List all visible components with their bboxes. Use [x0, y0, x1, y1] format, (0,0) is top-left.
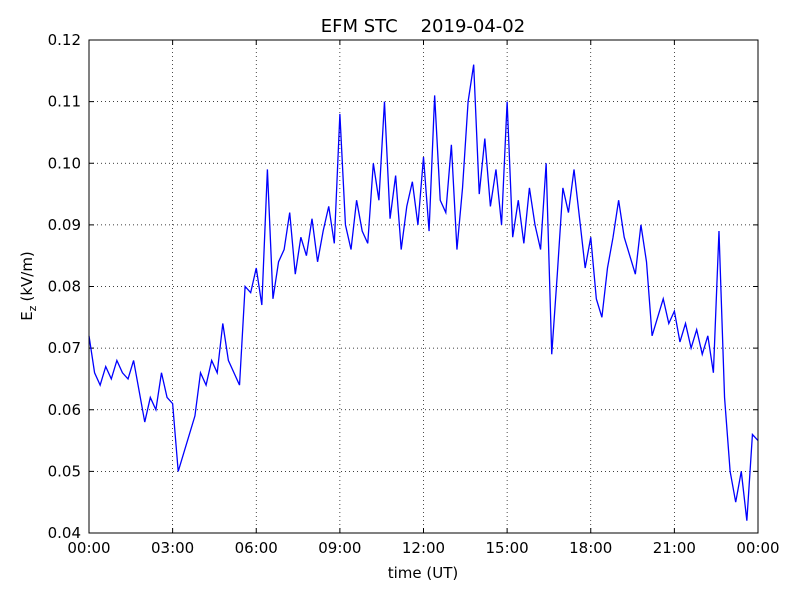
y-label-main: E — [18, 311, 36, 320]
y-axis-label: Ez (kV/m) — [18, 251, 39, 321]
chart-title: EFM STC 2019-04-02 — [321, 16, 525, 37]
x-tick-label: 21:00 — [653, 539, 696, 557]
x-tick-label: 15:00 — [486, 539, 529, 557]
x-tick-label: 12:00 — [402, 539, 445, 557]
y-tick-label: 0.07 — [48, 339, 81, 357]
x-tick-label: 03:00 — [151, 539, 194, 557]
y-label-unit: (kV/m) — [18, 251, 36, 301]
x-tick-label: 00:00 — [67, 539, 110, 557]
y-label-sub: z — [26, 305, 39, 311]
x-tick-label: 06:00 — [235, 539, 278, 557]
y-tick-label: 0.08 — [48, 278, 81, 296]
x-axis-label: time (UT) — [388, 564, 459, 582]
y-tick-label: 0.11 — [48, 93, 81, 111]
x-tick-label: 09:00 — [318, 539, 361, 557]
y-tick-label: 0.10 — [48, 154, 81, 172]
x-tick-label: 18:00 — [569, 539, 612, 557]
y-tick-label: 0.05 — [48, 462, 81, 480]
y-tick-label: 0.09 — [48, 216, 81, 234]
x-tick-label: 00:00 — [736, 539, 779, 557]
y-tick-label: 0.06 — [48, 401, 81, 419]
y-tick-label: 0.04 — [48, 524, 81, 542]
data-line — [88, 64, 759, 521]
y-tick-label: 0.12 — [48, 31, 81, 49]
plot-frame — [88, 39, 759, 534]
